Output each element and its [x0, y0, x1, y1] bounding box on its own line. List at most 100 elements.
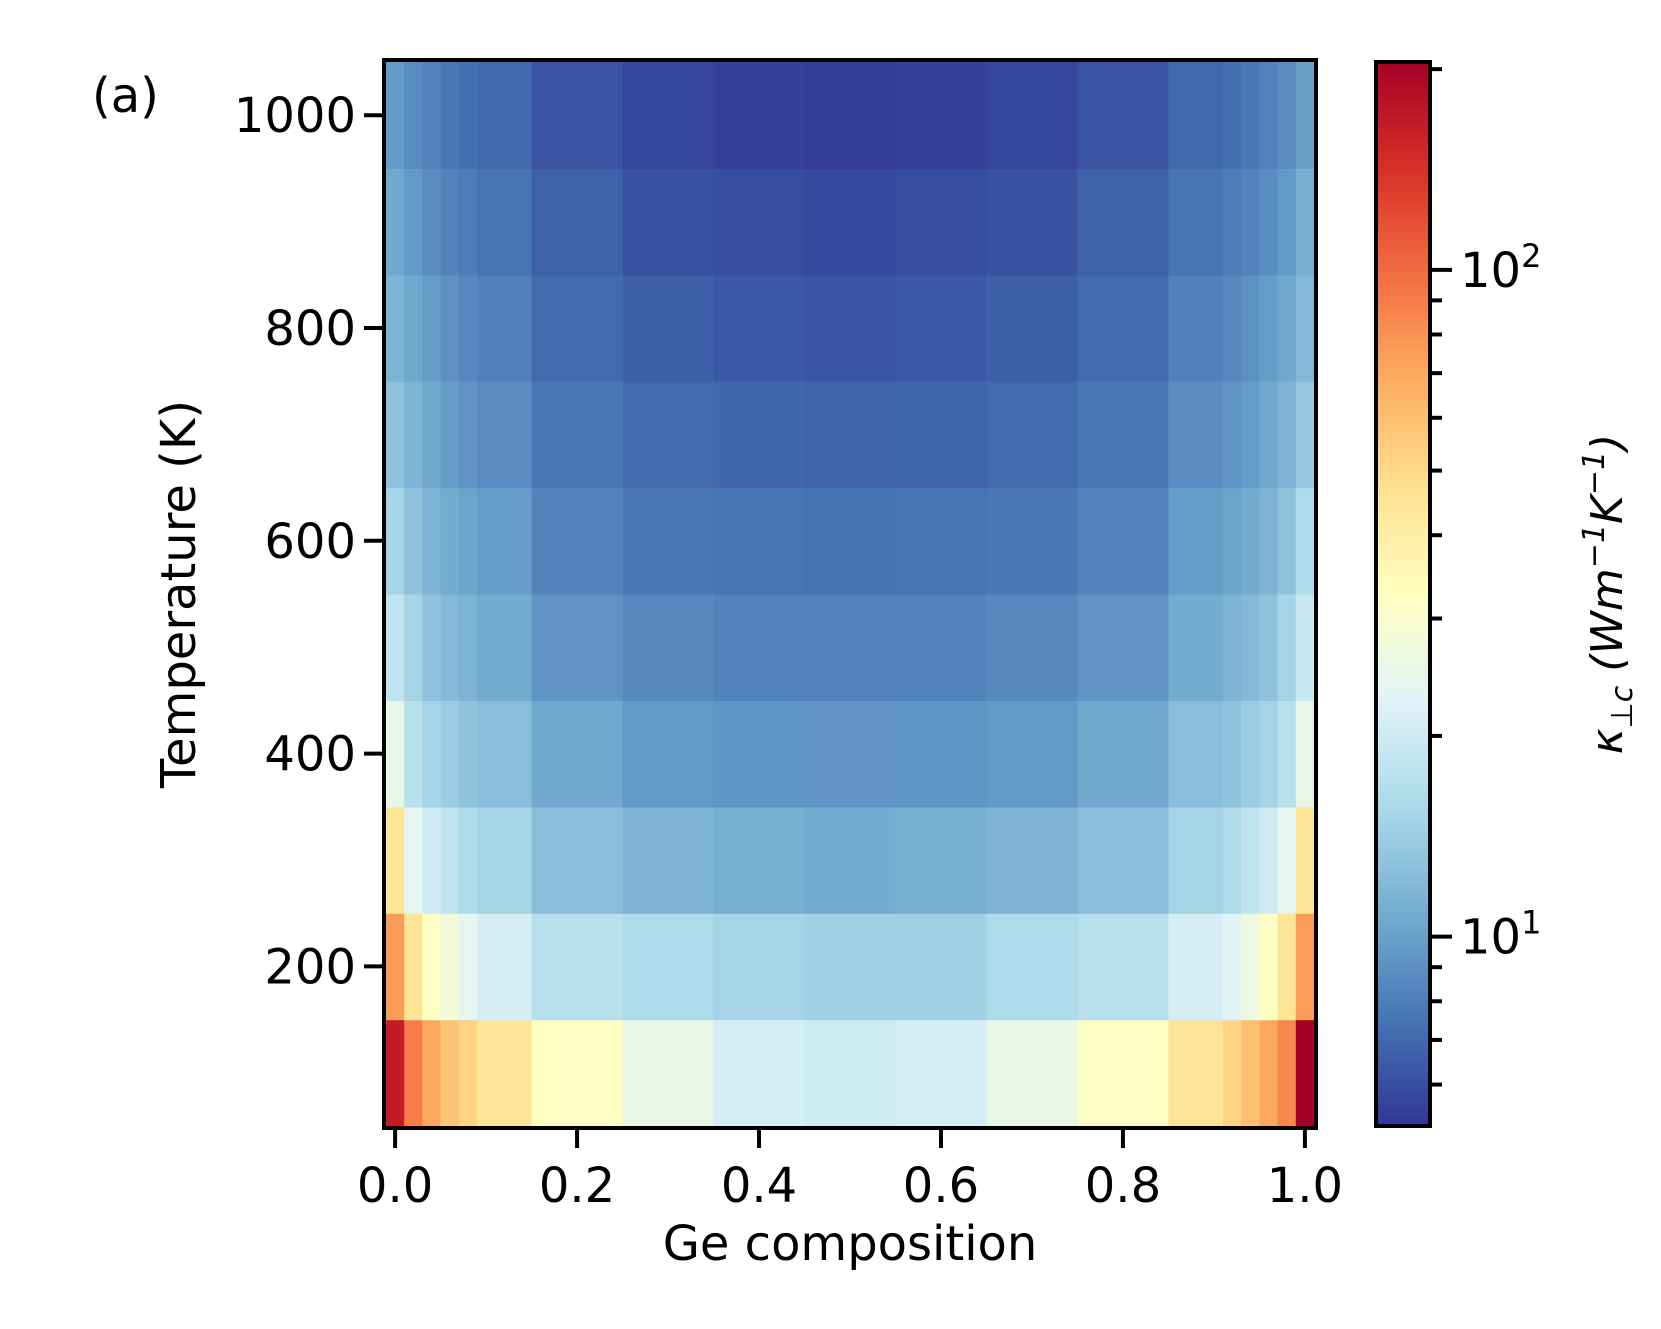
- heatmap-cell: [476, 168, 533, 276]
- heatmap-cell: [1168, 1019, 1224, 1127]
- y-tick-label: 800: [264, 301, 356, 357]
- heatmap-cell: [1223, 487, 1242, 595]
- heatmap-cell: [476, 594, 533, 701]
- heatmap-cell: [386, 594, 405, 701]
- x-tick-label: 0.4: [721, 1158, 797, 1214]
- heatmap-cell: [476, 700, 533, 808]
- colorbar-ticks: 101 102: [1430, 67, 1541, 1087]
- heatmap-cell: [1241, 274, 1261, 382]
- heatmap-cell: [1295, 806, 1315, 914]
- heatmap-cell: [986, 381, 1079, 489]
- heatmap-cell: [713, 913, 806, 1021]
- heatmap-cell: [404, 594, 423, 701]
- heatmap-cell: [622, 487, 715, 595]
- heatmap-cell: [458, 913, 478, 1021]
- heatmap-cell: [1259, 381, 1279, 489]
- heatmap-cell: [440, 913, 460, 1021]
- heatmap-cell: [986, 913, 1079, 1021]
- heatmap-cell: [1277, 168, 1297, 276]
- heatmap-cell: [531, 913, 624, 1021]
- colorbar-tick-label: 101: [1460, 904, 1541, 966]
- heatmap-cell: [476, 487, 533, 595]
- heatmap-cell: [1168, 381, 1224, 489]
- x-tick-label: 1.0: [1267, 1158, 1343, 1214]
- heatmap-cell: [440, 381, 460, 489]
- heatmap-cell: [1295, 168, 1315, 276]
- heatmap-cell: [1077, 594, 1170, 701]
- heatmap-cell: [1168, 274, 1224, 382]
- heatmap-cell: [713, 381, 806, 489]
- heatmap-cell: [1295, 594, 1315, 701]
- heatmap-cell: [531, 168, 624, 276]
- heatmap-cell: [386, 806, 405, 914]
- x-axis-ticks: 0.0 0.2 0.4 0.6 0.8 1.0: [357, 1128, 1343, 1214]
- heatmap-cell: [986, 1019, 1079, 1127]
- heatmap-cell: [1241, 62, 1261, 169]
- heatmap-cell: [622, 274, 715, 382]
- heatmap-cell: [386, 62, 405, 169]
- heatmap-cell: [895, 1019, 988, 1127]
- heatmap-cell: [458, 168, 478, 276]
- colorbar-frame: [1374, 60, 1432, 1128]
- heatmap-cell: [1241, 168, 1261, 276]
- heatmap-cell: [1295, 381, 1315, 489]
- heatmap-cell: [713, 806, 806, 914]
- heatmap-cell: [1277, 487, 1297, 595]
- heatmap-cell: [386, 487, 405, 595]
- heatmap-cell: [422, 62, 442, 169]
- heatmap-cell: [1259, 62, 1279, 169]
- heatmap-cell: [622, 168, 715, 276]
- heatmap-cell: [458, 1019, 478, 1127]
- heatmap-cell: [1168, 700, 1224, 808]
- heatmap-cell: [622, 594, 715, 701]
- heatmap-cell: [440, 487, 460, 595]
- y-tick-label: 1000: [234, 88, 356, 144]
- heatmap-cell: [458, 381, 478, 489]
- heatmap-cell: [440, 594, 460, 701]
- x-tick-label: 0.6: [903, 1158, 979, 1214]
- heatmap-cell: [1295, 913, 1315, 1021]
- heatmap-cell: [1295, 62, 1315, 169]
- heatmap-cell: [1259, 1019, 1279, 1127]
- x-tick-label: 0.0: [357, 1158, 433, 1214]
- heatmap-cell: [1241, 381, 1261, 489]
- heatmap-cell: [622, 700, 715, 808]
- heatmap-cell: [1223, 594, 1242, 701]
- heatmap-cell: [1223, 381, 1242, 489]
- heatmap-cell: [622, 806, 715, 914]
- y-tick-label: 400: [264, 727, 356, 783]
- heatmap-cell: [804, 274, 897, 382]
- heatmap-cell: [440, 1019, 460, 1127]
- heatmap-cell: [1077, 700, 1170, 808]
- heatmap-cell: [422, 381, 442, 489]
- heatmap-cell: [1277, 594, 1297, 701]
- heatmap-cell: [458, 487, 478, 595]
- heatmap-cell: [404, 168, 423, 276]
- heatmap-cell: [1277, 700, 1297, 808]
- heatmap-cell: [1168, 62, 1224, 169]
- heatmap-cell: [458, 806, 478, 914]
- heatmap-cell: [1077, 381, 1170, 489]
- heatmap-cell: [622, 913, 715, 1021]
- heatmap-cell: [895, 594, 988, 701]
- heatmap-cell: [804, 1019, 897, 1127]
- heatmap-cell: [440, 806, 460, 914]
- heatmap-cell: [386, 274, 405, 382]
- heatmap-cell: [1295, 487, 1315, 595]
- heatmap-cell: [404, 274, 423, 382]
- heatmap-cell: [404, 62, 423, 169]
- heatmap-cell: [895, 274, 988, 382]
- heatmap-cell: [476, 913, 533, 1021]
- heatmap-cell: [404, 1019, 423, 1127]
- heatmap-cell: [713, 168, 806, 276]
- heatmap-cell: [1241, 1019, 1261, 1127]
- heatmap-cell: [531, 594, 624, 701]
- heatmap-cell: [804, 168, 897, 276]
- heatmap-cell: [422, 913, 442, 1021]
- heatmap-cell: [713, 1019, 806, 1127]
- heatmap-cell: [404, 381, 423, 489]
- heatmap-cell: [713, 700, 806, 808]
- heatmap-cell: [422, 700, 442, 808]
- colorbar-label: κ⊥c(Wm−1K−1): [1577, 434, 1640, 755]
- y-axis-ticks: 200 400 600 800 1000: [234, 88, 384, 995]
